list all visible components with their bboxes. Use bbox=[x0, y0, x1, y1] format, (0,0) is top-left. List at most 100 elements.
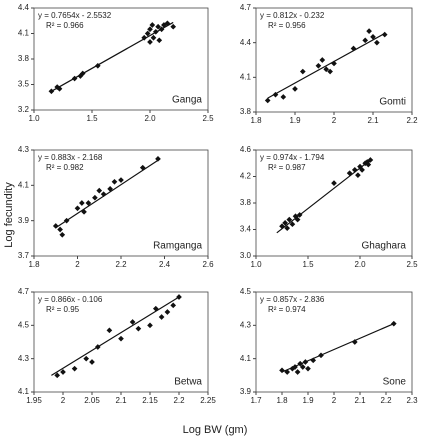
x-tick-label: 2.6 bbox=[202, 260, 214, 269]
data-point bbox=[92, 194, 98, 201]
data-point bbox=[164, 309, 171, 315]
data-point bbox=[351, 167, 358, 173]
data-point bbox=[79, 70, 86, 77]
data-point bbox=[52, 223, 59, 229]
data-point bbox=[106, 327, 113, 334]
y-tick-label: 4.6 bbox=[240, 145, 252, 154]
x-tick-label: 2.1 bbox=[115, 396, 127, 405]
trend-line bbox=[267, 32, 385, 99]
equation: y = 0.812x - 0.232 bbox=[260, 11, 325, 20]
data-point bbox=[57, 226, 63, 233]
data-point bbox=[355, 172, 361, 179]
x-tick-label: 2.5 bbox=[202, 114, 214, 123]
y-tick-label: 3.9 bbox=[240, 387, 252, 396]
x-tick-label: 2.2 bbox=[380, 396, 392, 405]
data-point bbox=[323, 66, 330, 73]
data-point bbox=[89, 359, 95, 365]
x-tick-label: 2.25 bbox=[200, 396, 216, 405]
x-tick-label: 2.4 bbox=[159, 260, 171, 269]
x-tick-label: 1.8 bbox=[250, 116, 262, 125]
data-point bbox=[100, 191, 107, 197]
data-point bbox=[150, 34, 157, 41]
data-point bbox=[158, 314, 165, 320]
y-tick-label: 4.1 bbox=[240, 72, 252, 81]
trend-line bbox=[51, 296, 180, 376]
data-point bbox=[156, 37, 163, 44]
x-tick-label: 2.15 bbox=[142, 396, 158, 405]
y-tick-label: 4.3 bbox=[18, 145, 30, 154]
data-point bbox=[294, 216, 301, 223]
data-point bbox=[81, 209, 87, 215]
x-tick-label: 2 bbox=[332, 116, 337, 125]
data-point bbox=[158, 26, 165, 33]
data-point bbox=[359, 167, 365, 173]
equation: y = 0.866x - 0.106 bbox=[38, 295, 103, 304]
data-point bbox=[350, 45, 357, 52]
x-tick-label: 1.8 bbox=[28, 260, 40, 269]
data-point bbox=[327, 68, 333, 75]
r-squared: R² = 0.95 bbox=[46, 305, 80, 314]
data-point bbox=[381, 31, 388, 38]
data-point bbox=[346, 170, 353, 177]
data-point bbox=[147, 322, 153, 329]
equation: y = 0.883x - 2.168 bbox=[38, 153, 103, 162]
data-point bbox=[147, 26, 153, 33]
data-point bbox=[71, 75, 78, 82]
data-point bbox=[149, 22, 156, 28]
data-point bbox=[94, 344, 101, 350]
y-axis-label: Log fecundity bbox=[3, 182, 15, 248]
y-tick-label: 4.5 bbox=[18, 320, 30, 329]
data-point bbox=[294, 369, 301, 375]
data-point bbox=[310, 357, 317, 364]
x-tick-label: 2 bbox=[75, 260, 80, 269]
x-tick-label: 2.2 bbox=[406, 116, 418, 125]
x-tick-label: 2.05 bbox=[84, 396, 100, 405]
x-tick-label: 1.5 bbox=[302, 260, 314, 269]
data-point bbox=[63, 217, 70, 224]
data-point bbox=[362, 37, 369, 44]
y-tick-label: 3.7 bbox=[18, 251, 30, 260]
r-squared: R² = 0.982 bbox=[46, 163, 84, 172]
x-tick-label: 2.1 bbox=[367, 116, 379, 125]
x-tick-label: 2 bbox=[61, 396, 66, 405]
data-point bbox=[296, 212, 303, 218]
data-point bbox=[305, 365, 311, 372]
data-point bbox=[83, 355, 90, 362]
y-tick-label: 4.1 bbox=[18, 180, 30, 189]
data-point bbox=[164, 20, 171, 27]
x-tick-label: 1.8 bbox=[276, 396, 288, 405]
data-point bbox=[367, 157, 374, 163]
data-point bbox=[59, 231, 66, 238]
trend-line bbox=[51, 21, 174, 92]
x-tick-label: 2.1 bbox=[354, 396, 366, 405]
x-tick-label: 2.0 bbox=[354, 260, 366, 269]
data-point bbox=[366, 28, 372, 34]
data-point bbox=[289, 221, 296, 228]
data-point bbox=[94, 62, 101, 69]
panel-name: Gomti bbox=[379, 97, 406, 108]
data-point bbox=[96, 187, 103, 194]
x-tick-label: 2 bbox=[332, 396, 337, 405]
r-squared: R² = 0.974 bbox=[268, 305, 306, 314]
x-axis-label: Log BW (gm) bbox=[183, 424, 248, 436]
y-tick-label: 4.4 bbox=[240, 38, 252, 47]
data-point bbox=[264, 97, 271, 104]
y-tick-label: 4.5 bbox=[240, 287, 252, 296]
y-tick-label: 4.1 bbox=[240, 354, 252, 363]
data-point bbox=[284, 225, 291, 232]
y-tick-label: 4.3 bbox=[18, 354, 30, 363]
r-squared: R² = 0.956 bbox=[268, 21, 306, 30]
data-point bbox=[147, 39, 153, 45]
x-tick-label: 1.7 bbox=[250, 396, 262, 405]
x-tick-label: 2.3 bbox=[406, 396, 418, 405]
x-tick-label: 2.0 bbox=[144, 114, 156, 123]
data-point bbox=[374, 39, 380, 46]
data-point bbox=[280, 94, 287, 100]
data-point bbox=[284, 369, 291, 375]
data-point bbox=[139, 164, 146, 171]
data-point bbox=[279, 223, 285, 230]
r-squared: R² = 0.987 bbox=[268, 163, 306, 172]
data-point bbox=[71, 365, 78, 372]
y-tick-label: 3.0 bbox=[240, 251, 252, 260]
